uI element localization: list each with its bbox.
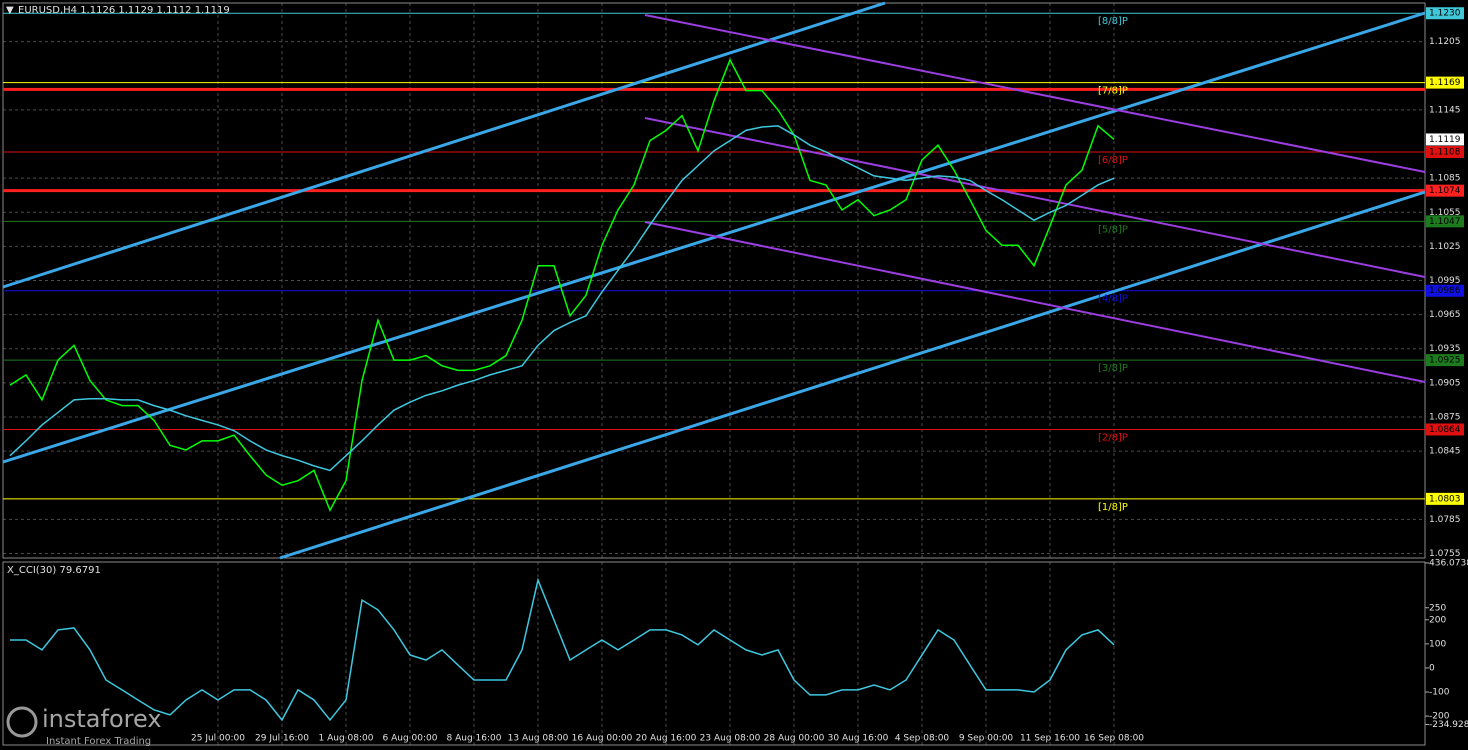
x-tick-label: 13 Aug 08:00 — [508, 734, 569, 744]
y-tick-label: -200 — [1429, 712, 1450, 722]
level-label: [6/8]P — [1098, 155, 1128, 166]
y-tick-label: 200 — [1429, 615, 1446, 625]
y-tick-label: 1.1145 — [1429, 105, 1461, 115]
level-label: [2/8]P — [1098, 432, 1128, 443]
watermark-brand: instaforex — [42, 705, 162, 733]
channel-line — [2, 1, 886, 289]
cci-title: X_CCI(30) 79.6791 — [7, 565, 101, 576]
price-line — [9, 125, 1115, 472]
x-tick-label: 25 Jul 00:00 — [191, 734, 245, 744]
y-tick-label: 436.0738 — [1429, 558, 1468, 568]
x-tick-label: 28 Aug 00:00 — [764, 734, 825, 744]
level-label: [7/8]P — [1098, 86, 1128, 97]
y-tick-label: 1.1025 — [1429, 242, 1461, 252]
y-tick-label: 1.0935 — [1429, 344, 1461, 354]
level-label: [5/8]P — [1098, 224, 1128, 235]
x-tick-label: 9 Sep 00:00 — [959, 734, 1014, 744]
level-label: [3/8]P — [1098, 363, 1128, 374]
price-box-label: 1.0986 — [1429, 286, 1461, 296]
chart-title: EURUSD,H4 1.1126 1.1129 1.1112 1.1119 — [18, 5, 230, 16]
grid — [3, 3, 1429, 745]
x-tick-label: 1 Aug 08:00 — [319, 734, 374, 744]
y-tick-label: 100 — [1429, 639, 1446, 649]
price-box-label: 1.1230 — [1429, 9, 1461, 19]
y-tick-label: 1.0965 — [1429, 310, 1461, 320]
price-line — [10, 577, 1115, 722]
series — [9, 58, 1115, 722]
channel-line — [279, 190, 1426, 560]
y-tick-label: 1.0755 — [1429, 549, 1461, 559]
x-tick-label: 23 Aug 08:00 — [700, 734, 761, 744]
y-tick-label: 1.1085 — [1429, 174, 1461, 184]
y-tick-label: -234.928 — [1429, 720, 1468, 730]
price-panel-frame — [2, 2, 1426, 559]
x-tick-label: 20 Aug 16:00 — [636, 734, 697, 744]
price-box — [1426, 7, 1464, 20]
price-box-label: 1.1169 — [1429, 78, 1461, 88]
price-box — [1426, 76, 1464, 89]
price-box-label: 1.1074 — [1429, 186, 1461, 196]
x-tick-label: 30 Aug 16:00 — [828, 734, 889, 744]
y-tick-label: 250 — [1429, 603, 1446, 613]
x-tick-label: 6 Aug 00:00 — [383, 734, 438, 744]
x-tick-label: 29 Jul 16:00 — [255, 734, 309, 744]
y-tick-label: 1.0785 — [1429, 515, 1461, 525]
price-line — [9, 58, 1115, 512]
regression-line — [644, 14, 1426, 173]
price-box — [1426, 423, 1464, 436]
levels — [3, 12, 1425, 500]
y-tick-label: 1.0845 — [1429, 447, 1461, 457]
x-tick-label: 16 Aug 00:00 — [572, 734, 633, 744]
price-box-label: 1.1108 — [1429, 147, 1461, 157]
y-tick-label: 1.0995 — [1429, 276, 1461, 286]
x-tick-label: 11 Sep 16:00 — [1020, 734, 1080, 744]
price-box — [1426, 284, 1464, 297]
price-box — [1426, 354, 1464, 367]
price-box-label: 1.0925 — [1429, 356, 1461, 366]
level-label: [1/8]P — [1098, 502, 1128, 513]
last-price-label: 1.1119 — [1429, 135, 1461, 145]
logo — [6, 706, 38, 738]
watermark-tagline: Instant Forex Trading — [46, 736, 151, 747]
channels — [2, 1, 1426, 560]
cci-panel-frame — [2, 561, 1426, 746]
channel-line — [2, 11, 1426, 464]
y-tick-label: 0 — [1429, 663, 1435, 673]
price-box — [1426, 145, 1464, 158]
level-label: [4/8]P — [1098, 294, 1128, 305]
x-tick-label: 4 Sep 08:00 — [895, 734, 950, 744]
y-tick-label: 1.1205 — [1429, 37, 1461, 47]
watermark: instaforex Instant Forex Trading — [6, 705, 162, 747]
y-tick-label: 1.0905 — [1429, 378, 1461, 388]
y-tick-label: 1.0875 — [1429, 412, 1461, 422]
x-tick-label: 16 Sep 08:00 — [1084, 734, 1144, 744]
regression-line — [644, 221, 1426, 383]
y-tick-label: 1.1055 — [1429, 208, 1461, 218]
price-box-label: 1.1047 — [1429, 217, 1461, 227]
regression-line — [644, 117, 1426, 278]
level-label: [8/8]P — [1098, 16, 1128, 27]
price-box — [1426, 215, 1464, 228]
price-box-label: 1.0803 — [1429, 494, 1461, 504]
last-price-box — [1426, 133, 1464, 146]
x-tick-label: 8 Aug 16:00 — [447, 734, 502, 744]
regression-channel — [644, 14, 1426, 383]
price-box-label: 1.0864 — [1429, 425, 1461, 435]
menu-arrow[interactable]: ▼ — [6, 5, 14, 16]
price-box — [1426, 184, 1464, 197]
y-tick-label: -100 — [1429, 688, 1450, 698]
price-box — [1426, 492, 1464, 505]
